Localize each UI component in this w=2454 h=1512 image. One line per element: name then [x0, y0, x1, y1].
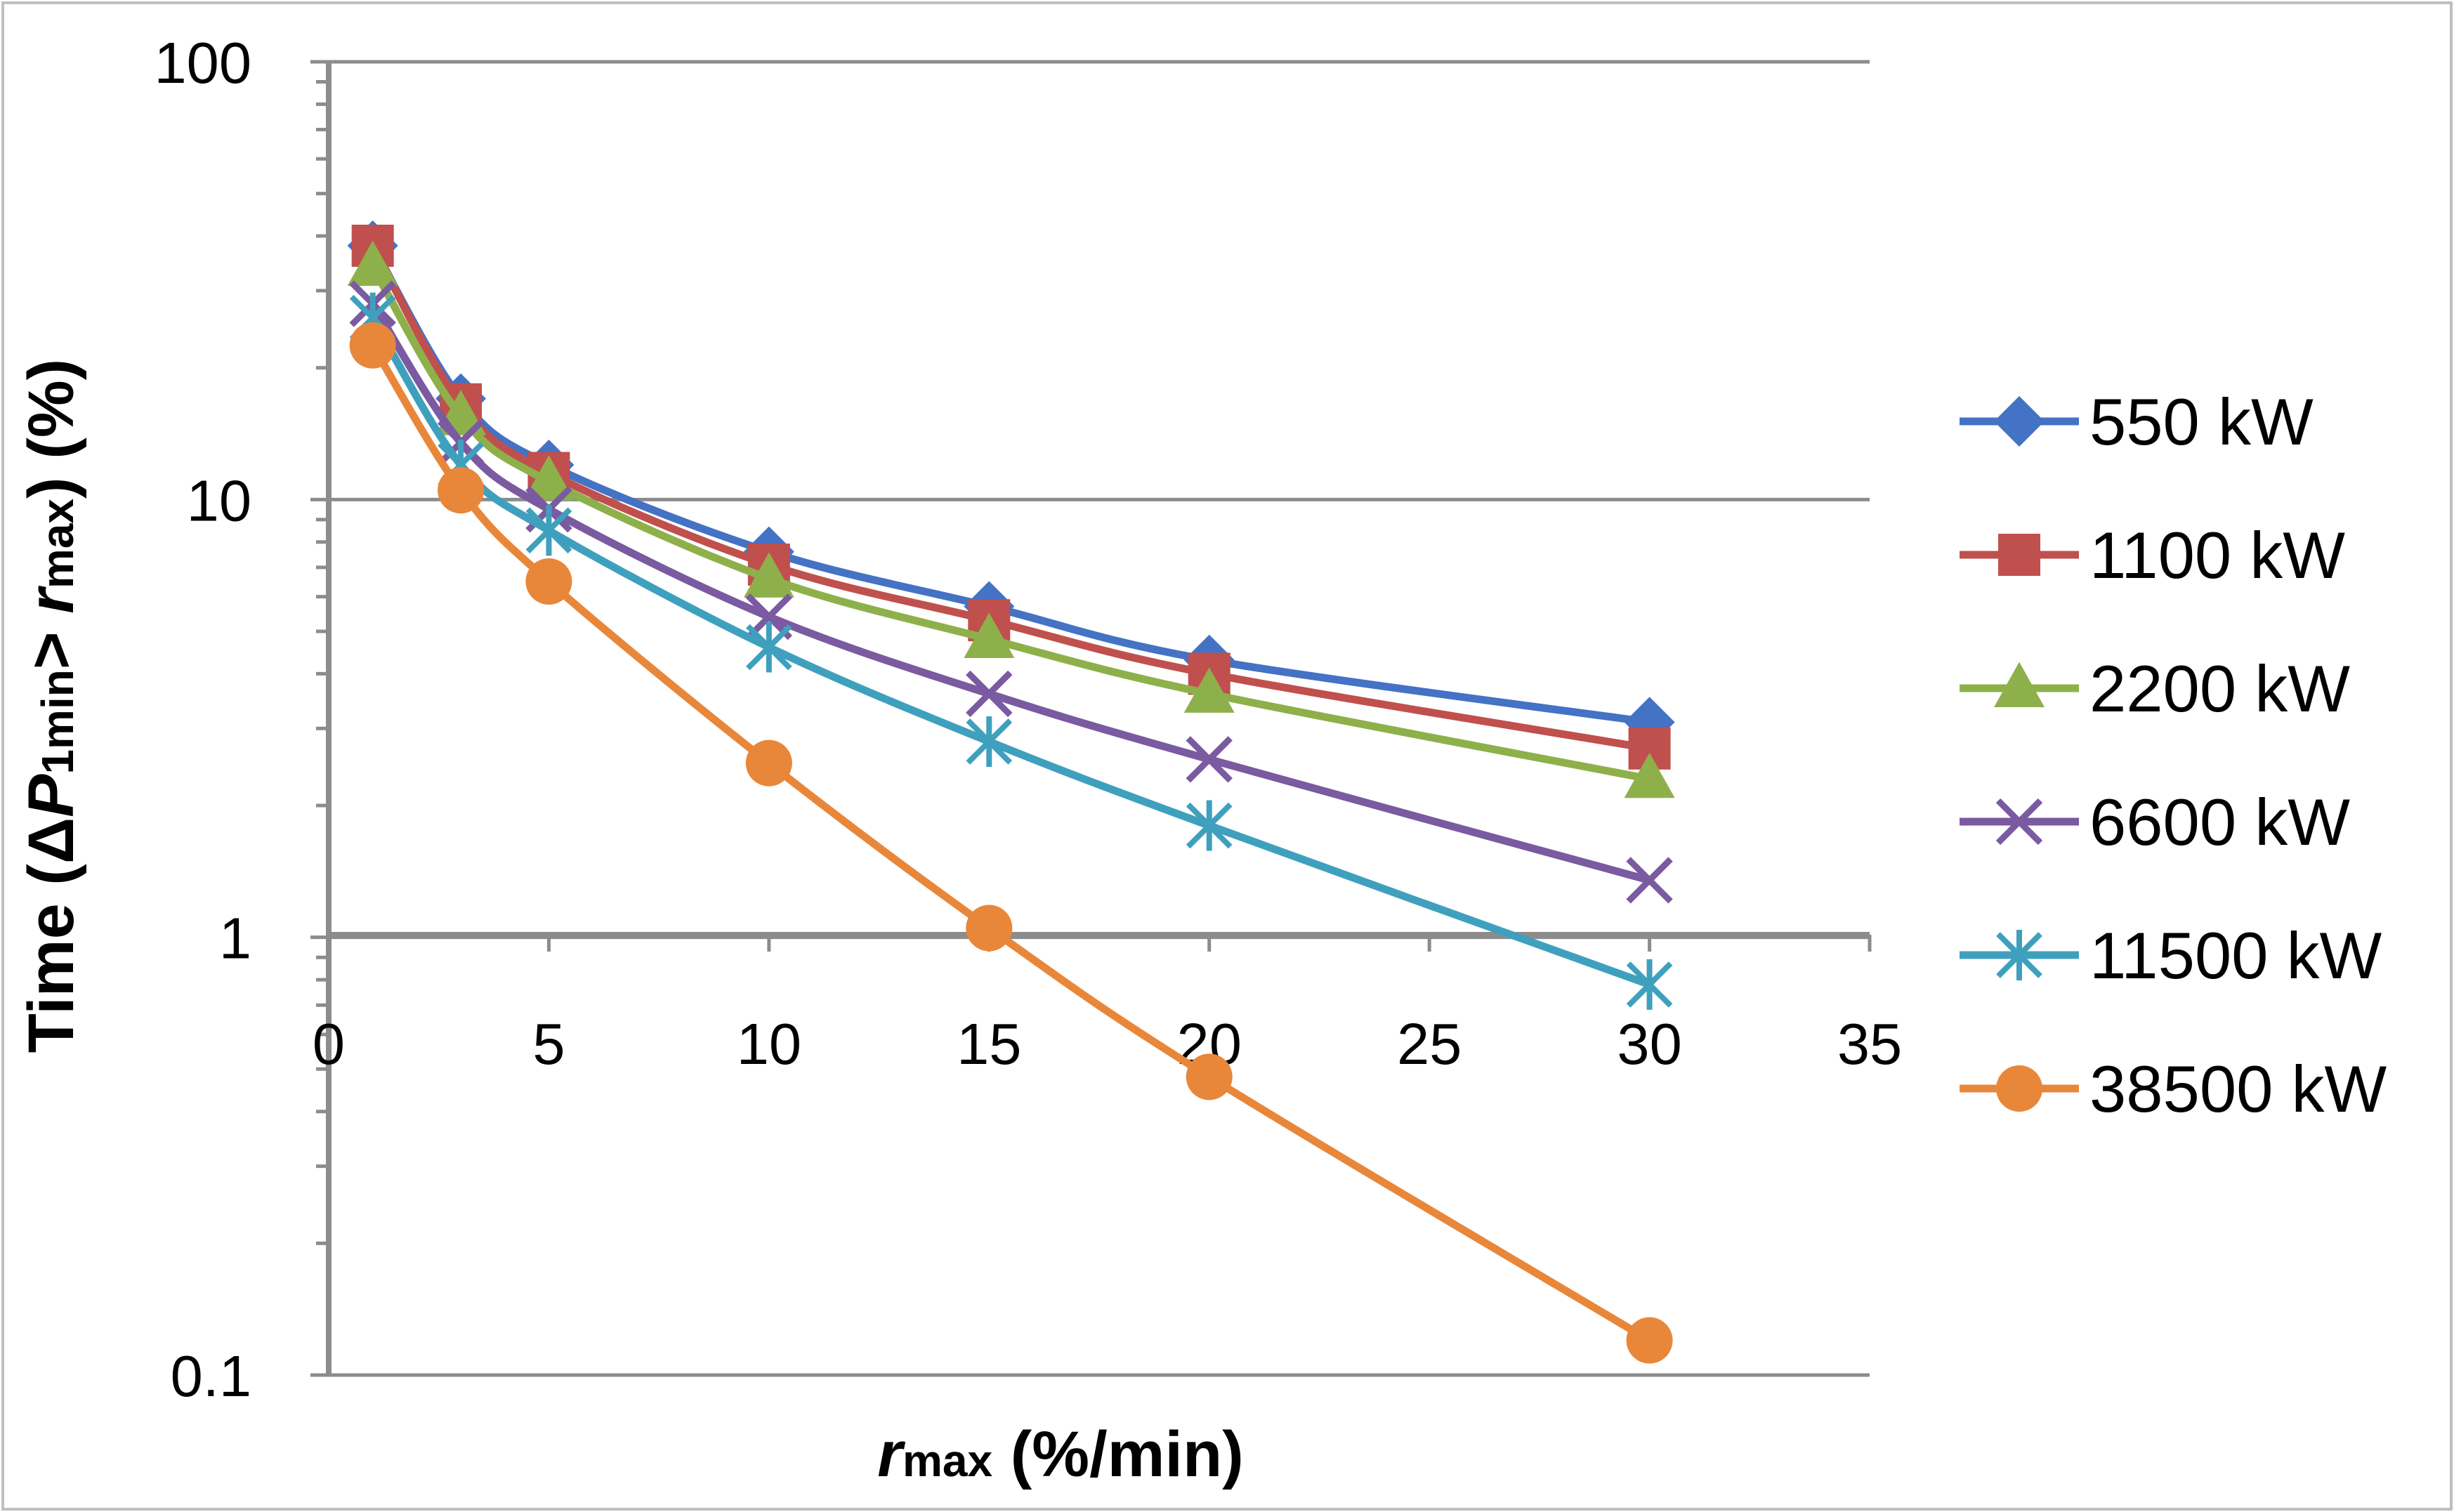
x-tick-label: 0: [313, 1011, 345, 1077]
data-point-11500-kw-5: [525, 505, 572, 556]
data-point-2200-kw-20: [1183, 667, 1235, 713]
x-tick-label: 35: [1837, 1011, 1902, 1077]
x-axis-title: rmax (%/min): [877, 1419, 1244, 1490]
x-tick-label: 15: [957, 1011, 1021, 1077]
data-point-38500-kw-30: [1626, 1317, 1673, 1364]
data-point-6600-kw-15: [966, 670, 1013, 718]
data-point-38500-kw-15: [966, 905, 1013, 952]
data-point-6600-kw-30: [1626, 857, 1673, 904]
legend-item-1100-kw: 1100 kW: [1960, 518, 2345, 592]
data-point-6600-kw-20: [1186, 736, 1233, 783]
data-point-2200-kw-15: [964, 612, 1015, 659]
legend-marker-2200-kw: [1994, 662, 2045, 707]
legend: 550 kW 1100 kW 2200 kW 6600 kW 11500 kW 38500…: [1960, 385, 2387, 1126]
legend-label-11500-kw: 11500 kW: [2089, 919, 2382, 992]
x-tick-label: 25: [1397, 1011, 1462, 1077]
y-tick-labels: 0.1 1 10 100: [155, 30, 251, 1409]
axes: [310, 60, 1872, 1377]
y-tick-label: 100: [155, 30, 251, 96]
data-point-38500-kw-20: [1186, 1053, 1233, 1100]
series-38500-kw: [349, 322, 1673, 1364]
legend-label-1100-kw: 1100 kW: [2089, 518, 2345, 592]
y-axis-title: Time (ΔP1min> rmax) (%): [15, 359, 87, 1053]
legend-marker-1100-kw: [1998, 534, 2040, 576]
legend-label-2200-kw: 2200 kW: [2089, 652, 2350, 725]
data-point-38500-kw-3: [438, 467, 485, 514]
data-point-38500-kw-1: [349, 322, 396, 369]
legend-item-550-kw: 550 kW: [1960, 385, 2314, 459]
legend-marker-6600-kw: [1995, 798, 2043, 846]
data-point-2200-kw-30: [1624, 752, 1675, 798]
y-tick-label: 0.1: [171, 1343, 251, 1409]
series-group: [347, 220, 1675, 1364]
data-point-2200-kw-5: [523, 455, 575, 501]
data-point-11500-kw-30: [1626, 959, 1673, 1010]
x-tick-label: 10: [737, 1011, 801, 1077]
y-tick-label: 10: [187, 468, 251, 533]
series-line-38500-kw: [369, 343, 1652, 1344]
legend-marker-38500-kw: [1996, 1065, 2042, 1112]
legend-marker-550-kw: [1994, 396, 2045, 447]
legend-label-550-kw: 550 kW: [2089, 385, 2314, 459]
legend-item-2200-kw: 2200 kW: [1960, 652, 2350, 725]
data-point-11500-kw-15: [966, 716, 1013, 767]
legend-item-11500-kw: 11500 kW: [1960, 919, 2382, 992]
y-tick-label: 1: [219, 906, 251, 971]
data-point-11500-kw-10: [746, 622, 792, 673]
data-point-38500-kw-5: [525, 558, 572, 605]
legend-marker-11500-kw: [1996, 930, 2042, 980]
x-tick-label: 30: [1617, 1011, 1681, 1077]
data-point-2200-kw-1: [347, 240, 398, 287]
data-point-11500-kw-20: [1186, 800, 1233, 851]
data-point-2200-kw-10: [743, 552, 794, 598]
x-tick-label: 5: [532, 1011, 565, 1077]
legend-item-38500-kw: 38500 kW: [1960, 1052, 2387, 1126]
legend-label-6600-kw: 6600 kW: [2089, 785, 2350, 859]
legend-label-38500-kw: 38500 kW: [2089, 1052, 2387, 1126]
legend-item-6600-kw: 6600 kW: [1960, 785, 2350, 859]
data-point-38500-kw-10: [745, 739, 792, 787]
